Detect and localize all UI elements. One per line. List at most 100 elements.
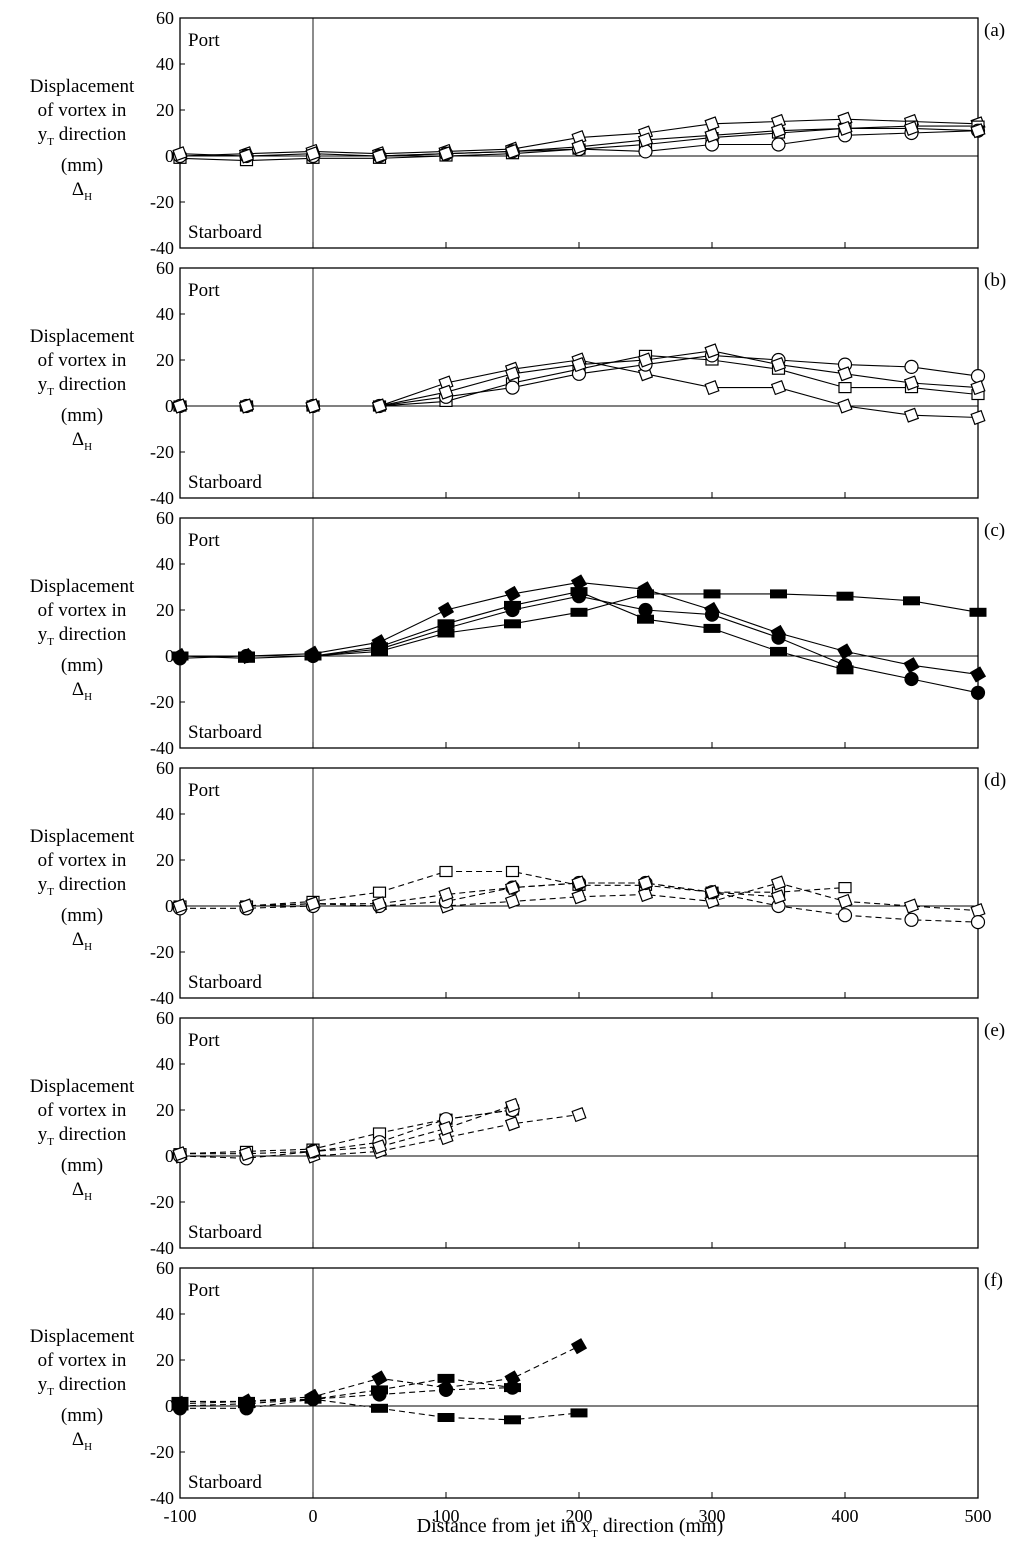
data-point [371,1370,388,1387]
data-point [570,587,588,597]
data-point [770,889,787,905]
data-point [637,352,654,368]
series-line [180,1387,513,1409]
data-point [570,1338,588,1355]
y-tick-label: -20 [150,442,174,462]
x-tick-label: 300 [699,1506,726,1526]
data-point [837,398,853,414]
panel-label: (e) [984,1020,1005,1041]
data-point [904,359,919,374]
data-point [238,651,255,661]
y-tick-label: 0 [165,396,174,416]
y-axis-label-line: (mm) [60,404,104,426]
port-label: Port [188,780,220,801]
data-point [904,912,919,927]
data-point [903,120,920,136]
starboard-label: Starboard [188,722,262,743]
data-point [305,398,321,414]
y-axis-label-line: ΔH [71,428,93,453]
y-tick-label: 40 [156,554,174,574]
y-axis-label-line: ΔH [71,928,93,953]
data-point [903,375,920,391]
data-point [504,619,521,629]
data-point [171,1396,189,1406]
data-point [438,384,454,400]
y-axis-label-line: ΔH [71,1428,93,1453]
data-point [371,148,388,164]
data-point [704,607,720,622]
y-tick-label: 60 [156,508,174,528]
x-tick-label: 100 [433,1506,460,1526]
data-point [571,889,587,905]
series-line [180,1377,513,1402]
data-point [903,407,920,423]
data-point [770,646,787,656]
data-point [571,1107,587,1123]
data-point [305,896,321,912]
data-point [437,1413,455,1422]
panel-f: -40 -20 0 20 40 60 -100 0 100 200 300 400 500 Port Sta… [150,1258,1003,1526]
y-tick-label: 60 [156,258,174,278]
series-1 [173,1104,520,1160]
y-axis-label-line: of vortex in [37,350,127,371]
x-tick-label: 400 [832,1506,859,1526]
data-point [837,893,853,909]
series-line [180,882,779,907]
series-line [180,870,846,907]
y-tick-label: 60 [156,1258,174,1278]
y-axis-label-line: Displacement [29,1076,135,1097]
series-line [179,1109,513,1155]
y-axis-label-line: Displacement [29,1326,135,1347]
panel-a: -40 -20 0 20 40 60 Port Starboard (a) [150,8,1005,258]
series-line [180,1104,513,1155]
data-point [570,607,588,617]
data-point [837,366,853,382]
y-axis-label: Displacement of vortex in yT direction (mm)… [2,1075,162,1209]
data-point [704,343,720,359]
data-point [969,666,987,683]
panel-label: (a) [984,20,1005,41]
data-point [172,146,188,162]
plot-frame [179,1017,979,1249]
series-4 [171,587,854,675]
data-point [438,146,454,162]
starboard-label: Starboard [188,472,262,493]
data-point [770,123,787,139]
y-axis-label: Displacement of vortex in yT direction (mm)… [2,825,162,959]
data-point [770,357,787,373]
y-axis-label-line: (mm) [60,904,104,926]
y-tick-label: 0 [165,146,174,166]
data-point [703,589,721,599]
panel-label: (f) [984,1270,1003,1291]
x-axis-label-text: Distance from jet in xT direction (mm) [416,1515,724,1540]
data-point [970,914,986,930]
y-axis-label-line: of vortex in [37,1350,127,1371]
data-point [836,643,854,660]
data-point [438,1120,454,1136]
data-point [703,623,721,633]
y-tick-label: -40 [150,1488,174,1508]
data-point [504,366,521,382]
y-axis-label-line: of vortex in [37,600,127,621]
data-point [504,600,521,610]
data-point [371,642,388,652]
y-tick-label: 0 [165,1146,174,1166]
y-axis-label-line: yT direction [37,874,127,898]
y-axis-label-line: yT direction [37,1374,127,1398]
data-point [637,589,654,599]
x-tick-label: 0 [309,1506,318,1526]
x-axis-label: Distance from jet in xT direction (mm) [160,1515,980,1540]
data-point [571,875,587,891]
y-tick-label: 40 [156,54,174,74]
data-point [771,630,786,645]
series-line [179,1109,513,1159]
data-point [504,143,521,159]
y-tick-label: -20 [150,692,174,712]
data-point [504,1383,521,1393]
x-tick-label: -100 [164,1506,197,1526]
data-point [903,657,920,674]
data-point [238,1146,255,1162]
starboard-label: Starboard [188,1222,262,1243]
data-point [836,591,854,601]
data-point [970,123,986,139]
